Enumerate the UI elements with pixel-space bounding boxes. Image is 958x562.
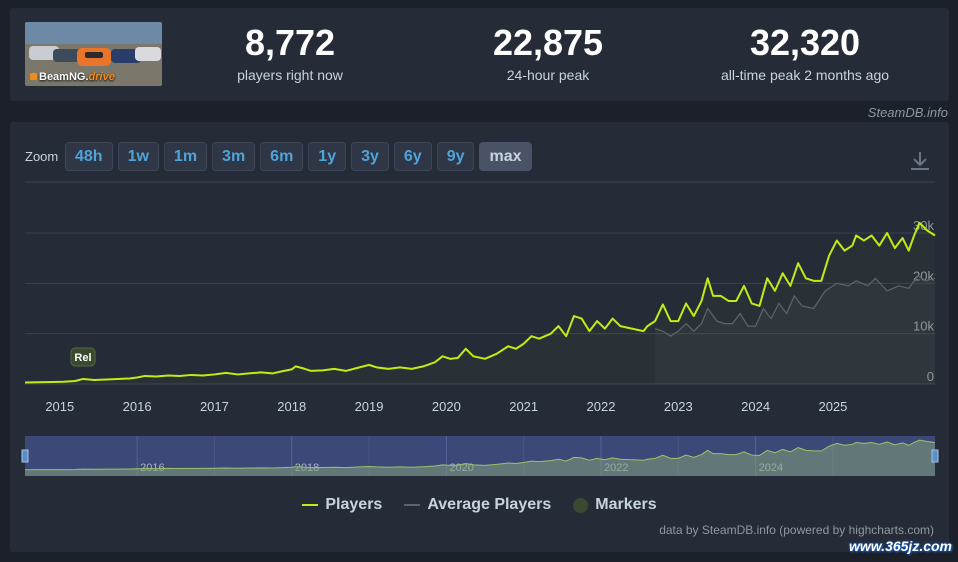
x-tick-label: 2018	[277, 399, 306, 414]
stat-label: 24-hour peak	[506, 67, 590, 83]
zoom-button-48h[interactable]: 48h	[65, 142, 113, 171]
x-tick-label: 2023	[664, 399, 693, 414]
stat-current-players: 8,772 players right now	[210, 22, 370, 83]
y-tick-label: 30k	[913, 218, 934, 233]
zoom-button-3y[interactable]: 3y	[351, 142, 389, 171]
x-tick-label: 2025	[818, 399, 847, 414]
legend-swatch	[404, 504, 421, 506]
beamng-logo-icon	[30, 73, 37, 80]
watermark: www.365jz.com	[849, 538, 952, 554]
zoom-button-1y[interactable]: 1y	[308, 142, 347, 171]
x-tick-label: 2019	[355, 399, 384, 414]
stat-value: 32,320	[749, 22, 861, 63]
series-players-line	[24, 221, 936, 384]
x-tick-label: 2017	[200, 399, 229, 414]
zoom-button-1m[interactable]: 1m	[163, 142, 208, 171]
x-tick-label: 2016	[123, 399, 152, 414]
chart-credit[interactable]: data by SteamDB.info (powered by highcha…	[659, 523, 934, 537]
legend-label: Markers	[595, 496, 657, 513]
stat-value: 22,875	[492, 22, 604, 63]
zoom-button-6m[interactable]: 6m	[260, 142, 304, 171]
game-artwork	[25, 22, 162, 86]
navigator[interactable]: 20162018202020222024	[21, 436, 939, 476]
game-header-image[interactable]: BeamNG.drive	[25, 22, 162, 86]
navigator-right-handle[interactable]	[931, 449, 939, 463]
x-tick-label: 2024	[741, 399, 770, 414]
zoom-button-6y[interactable]: 6y	[393, 142, 432, 171]
chart-panel: 010k20k30k201520162017201820192020202120…	[10, 122, 949, 552]
navigator-series-line	[24, 439, 936, 471]
grid-lines	[25, 181, 935, 385]
marker-badge	[70, 347, 96, 367]
stat-value: 8,772	[244, 22, 336, 63]
marker-label: Rel	[74, 352, 91, 364]
player-count-chart: 010k20k30k201520162017201820192020202120…	[21, 181, 939, 476]
zoom-label: Zoom	[25, 149, 59, 164]
zoom-button-1w[interactable]: 1w	[117, 142, 159, 171]
game-logo-text: BeamNG.drive	[39, 71, 115, 83]
legend-label: Players	[325, 496, 383, 513]
series-players-area	[25, 223, 935, 384]
legend-swatch	[573, 497, 589, 513]
x-tick-label: 2015	[45, 399, 74, 414]
chart-legend: Players Average Players Markers	[10, 496, 949, 514]
stats-panel: BeamNG.drive 8,772 players right now 22,…	[10, 8, 949, 101]
stat-24h-peak: 22,875 24-hour peak	[468, 22, 628, 83]
zoom-button-max[interactable]: max	[479, 142, 532, 171]
series-average-players-area	[655, 275, 935, 384]
release-marker[interactable]: Rel	[70, 347, 96, 367]
legend-item-players[interactable]: Players	[302, 496, 382, 514]
x-tick-label: 2021	[509, 399, 538, 414]
zoom-button-9y[interactable]: 9y	[436, 142, 475, 171]
navigator-left-handle[interactable]	[21, 449, 29, 463]
legend-item-average-players[interactable]: Average Players	[404, 496, 551, 514]
y-tick-label: 0	[927, 369, 934, 384]
download-icon[interactable]	[908, 149, 932, 173]
x-tick-label: 2020	[432, 399, 461, 414]
steamdb-credit-link[interactable]: SteamDB.info	[867, 105, 948, 120]
stat-label: all-time peak 2 months ago	[720, 67, 890, 83]
legend-item-markers[interactable]: Markers	[573, 496, 657, 514]
stat-all-time-peak: 32,320 all-time peak 2 months ago	[705, 22, 905, 83]
navigator-series-area	[25, 440, 935, 476]
stat-label: players right now	[237, 67, 343, 83]
legend-swatch	[302, 504, 319, 506]
zoom-button-group: 48h 1w 1m 3m 6m 1y 3y 6y 9y max	[65, 142, 537, 171]
series-average-players-line	[654, 274, 936, 337]
zoom-button-3m[interactable]: 3m	[212, 142, 256, 171]
y-tick-label: 10k	[913, 319, 934, 334]
x-tick-label: 2022	[587, 399, 616, 414]
legend-label: Average Players	[427, 496, 552, 513]
